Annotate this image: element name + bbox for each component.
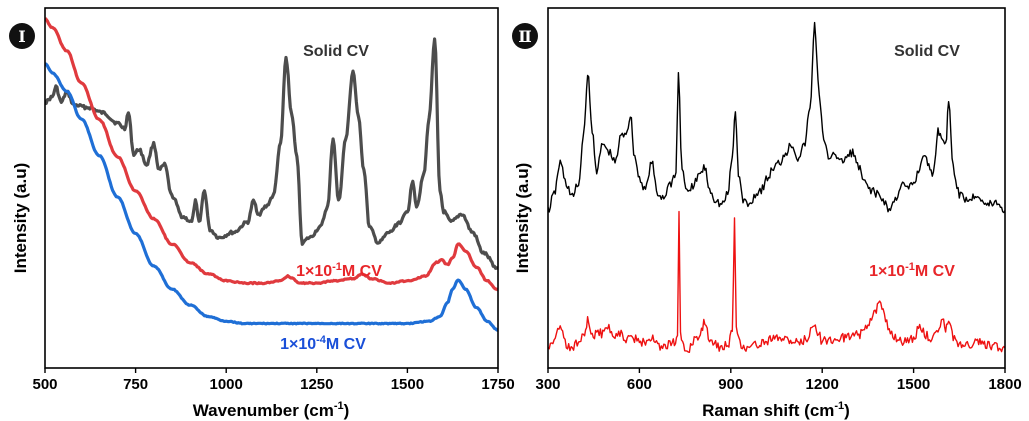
panel-II-badge-label: Ⅱ [518,27,531,46]
panel-II-plot-area [548,21,1005,353]
panel-II-x-tick-label: 300 [535,376,560,393]
panel-II-frame [547,7,1006,369]
panel-I-frame [44,7,499,369]
panel-II-x-ticks: 300 600 900 1200 1500 1800 [535,368,1022,393]
panel-I-x-axis-title-sup: -1 [334,400,344,412]
panel-I-x-tick-label: 1500 [391,376,424,393]
panel-I-series-line-2 [45,62,498,332]
panel-II-x-tick-label: 1500 [897,376,930,393]
panel-I-label-1e-4m-main: 1×10 [280,336,316,353]
panel-I-series-line-1 [45,17,498,292]
panel-II-x-tick-label: 900 [718,376,743,393]
panel-II-label-solid-cv: Solid CV [894,43,960,60]
panel-I-x-ticks: 500 750 1000 1250 1500 1750 [32,368,515,393]
panel-II: Ⅱ 300 600 900 1200 1500 1800 Intensity (a.u) … [512,7,1022,420]
panel-II-label-1e-1m-main: 1×10 [869,263,905,280]
panel-II-x-tick-label: 1800 [988,376,1021,393]
panel-I-badge-circle [9,23,35,49]
panel-I-label-solid-cv: Solid CV [303,43,369,60]
panel-I-x-tick-label: 1250 [300,376,333,393]
panel-I-label-1e-1m-main: 1×10 [296,263,332,280]
panel-II-x-tick-label: 1200 [806,376,839,393]
panel-II-y-axis-title: Intensity (a.u) [513,163,532,274]
panel-I-x-tick-label: 750 [123,376,148,393]
panel-I-badge-label: Ⅰ [18,27,25,46]
panel-II-label-1e-1m-tail: M CV [915,263,955,280]
panel-II-label-1e-1m-sup: -1 [905,261,915,273]
panel-II-x-axis-title: Raman shift (cm-1) [702,400,850,420]
panel-I-x-tick-label: 1000 [210,376,243,393]
panel-I-x-axis-title: Wavenumber (cm-1) [193,400,350,420]
panel-II-x-tick-label: 600 [627,376,652,393]
panel-I-label-1e-1m-cv: 1×10-1M CV [296,261,382,280]
panel-I-series-line-0 [45,37,498,271]
panel-I-label-1e-1m-tail: M CV [342,263,382,280]
panel-I-label-1e-4m-sup: -4 [316,334,327,346]
panel-II-series-line-0 [548,21,1005,214]
panel-II-x-axis-title-sup: -1 [834,400,844,412]
panel-I: Ⅰ 500 750 1000 1250 1500 1750 Intensity (a.u)… [9,7,515,420]
panel-I-plot-area [45,17,498,332]
panel-I-x-axis-title-tail: ) [344,401,350,420]
panel-I-x-axis-title-main: Wavenumber (cm [193,401,334,420]
panel-I-y-axis-title: Intensity (a.u) [11,163,30,274]
panel-II-label-1e-1m-cv: 1×10-1M CV [869,261,955,280]
panel-II-x-axis-title-main: Raman shift (cm [702,401,834,420]
panel-II-x-axis-title-tail: ) [844,401,850,420]
panel-I-x-tick-label: 1750 [481,376,514,393]
panel-II-badge-circle [512,23,538,49]
panel-II-series-line-1 [548,210,1005,353]
panel-I-label-1e-4m-tail: M CV [326,336,366,353]
panel-I-badge: Ⅰ [9,23,35,49]
panel-II-badge: Ⅱ [512,23,538,49]
panel-I-label-1e-1m-sup: -1 [332,261,342,273]
panel-I-x-tick-label: 500 [32,376,57,393]
panel-I-label-1e-4m-cv: 1×10-4M CV [280,334,366,353]
